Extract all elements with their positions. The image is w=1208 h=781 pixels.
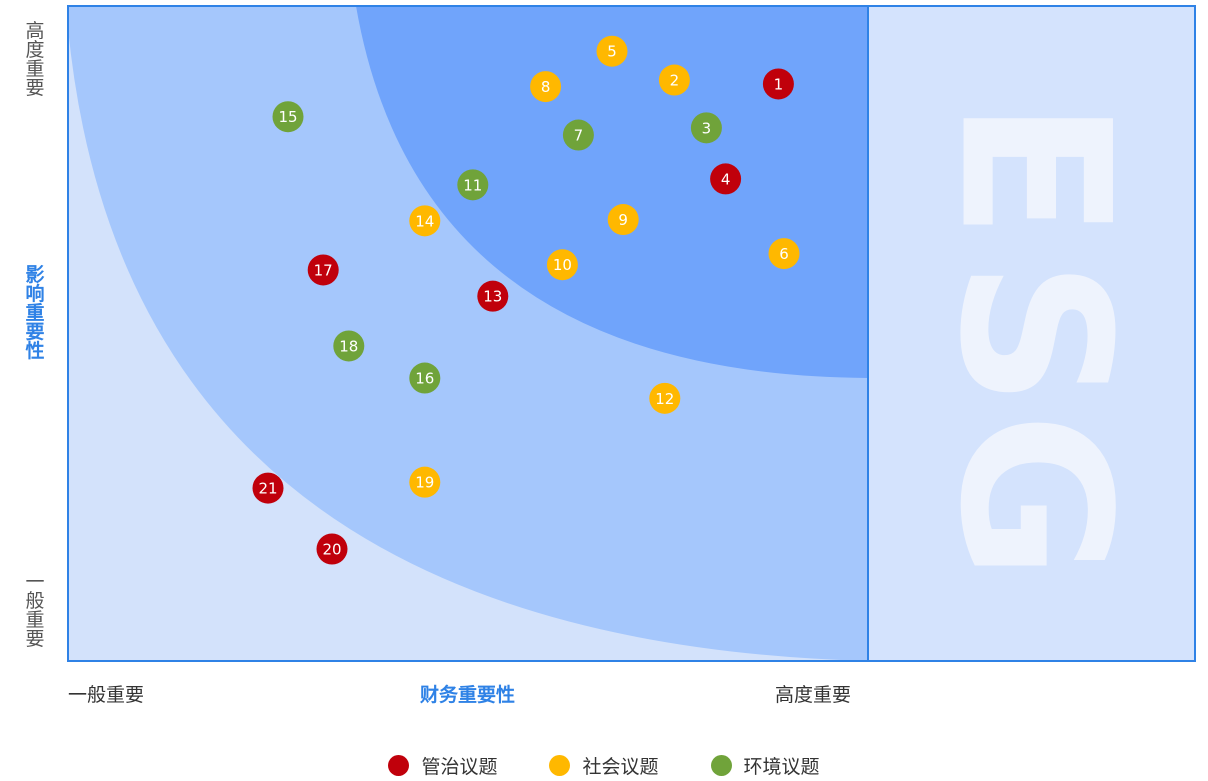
watermark-letter-s: S [914, 259, 1153, 407]
issue-point-label-2: 2 [670, 72, 680, 90]
issue-point-13 [477, 280, 509, 312]
legend-item-social: 社会议题 [549, 752, 659, 779]
issue-point-label-13: 13 [483, 288, 502, 306]
x-axis-left-label: 一般重要 [68, 684, 145, 706]
issue-point-label-3: 3 [702, 119, 712, 137]
issue-point-18 [333, 330, 365, 362]
side-panel-background [868, 6, 1195, 661]
issue-point-21 [252, 472, 284, 504]
issue-point-19 [409, 466, 441, 498]
issue-point-12 [649, 382, 681, 414]
issue-point-label-1: 1 [774, 75, 784, 93]
legend: 管治议题 社会议题 环境议题 [0, 752, 1208, 779]
issue-point-3 [690, 112, 722, 144]
legend-label: 环境议题 [743, 756, 820, 778]
issue-point-label-8: 8 [541, 78, 551, 96]
legend-marker [549, 755, 571, 776]
legend-item-environment: 环境议题 [710, 752, 820, 779]
legend-label: 管治议题 [421, 756, 498, 778]
issue-point-10 [546, 249, 578, 281]
issue-point-6 [768, 238, 800, 270]
legend-label: 社会议题 [582, 756, 659, 778]
issue-point-label-19: 19 [415, 474, 434, 492]
legend-item-governance: 管治议题 [388, 752, 497, 779]
issue-point-8 [530, 71, 562, 103]
issue-point-14 [409, 205, 441, 237]
x-axis-right-label: 高度重要 [775, 684, 852, 706]
issue-point-4 [710, 163, 742, 195]
issue-point-label-11: 11 [463, 176, 482, 194]
y-axis-title: 影响重要性 [25, 264, 45, 362]
issue-point-label-12: 12 [655, 390, 674, 408]
esg-watermark: E S G [914, 88, 1153, 581]
issue-point-label-9: 9 [618, 211, 628, 229]
issue-point-9 [607, 204, 639, 236]
issue-point-label-16: 16 [415, 370, 434, 388]
issue-point-2 [658, 64, 690, 96]
issue-point-label-21: 21 [258, 480, 277, 498]
issue-point-17 [307, 254, 339, 286]
issue-point-5 [596, 35, 628, 67]
issue-point-16 [409, 362, 441, 394]
zone-high-importance [356, 6, 868, 378]
y-axis-bottom-label: 一般重要 [25, 571, 45, 650]
issue-point-7 [562, 119, 594, 151]
issue-point-11 [457, 169, 489, 201]
issue-point-20 [316, 533, 348, 565]
watermark-letter-g: G [914, 412, 1153, 581]
issue-point-15 [272, 101, 304, 133]
chart-frame [67, 5, 1196, 662]
issue-point-label-4: 4 [721, 170, 731, 188]
issue-point-label-15: 15 [278, 108, 297, 126]
issue-point-label-17: 17 [314, 261, 333, 279]
watermark-letter-e: E [914, 99, 1153, 240]
issue-point-label-6: 6 [779, 245, 789, 263]
issue-point-label-7: 7 [574, 127, 584, 145]
issue-point-label-18: 18 [339, 337, 358, 355]
legend-marker [388, 755, 410, 776]
y-axis-top-label: 高度重要 [25, 20, 45, 99]
issue-point-label-20: 20 [322, 540, 341, 558]
legend-marker [710, 755, 732, 776]
issue-point-label-10: 10 [553, 256, 572, 274]
issue-point-label-14: 14 [415, 212, 434, 230]
issue-point-label-5: 5 [607, 43, 617, 61]
issue-point-1 [762, 68, 794, 100]
x-axis-title: 财务重要性 [420, 684, 516, 706]
